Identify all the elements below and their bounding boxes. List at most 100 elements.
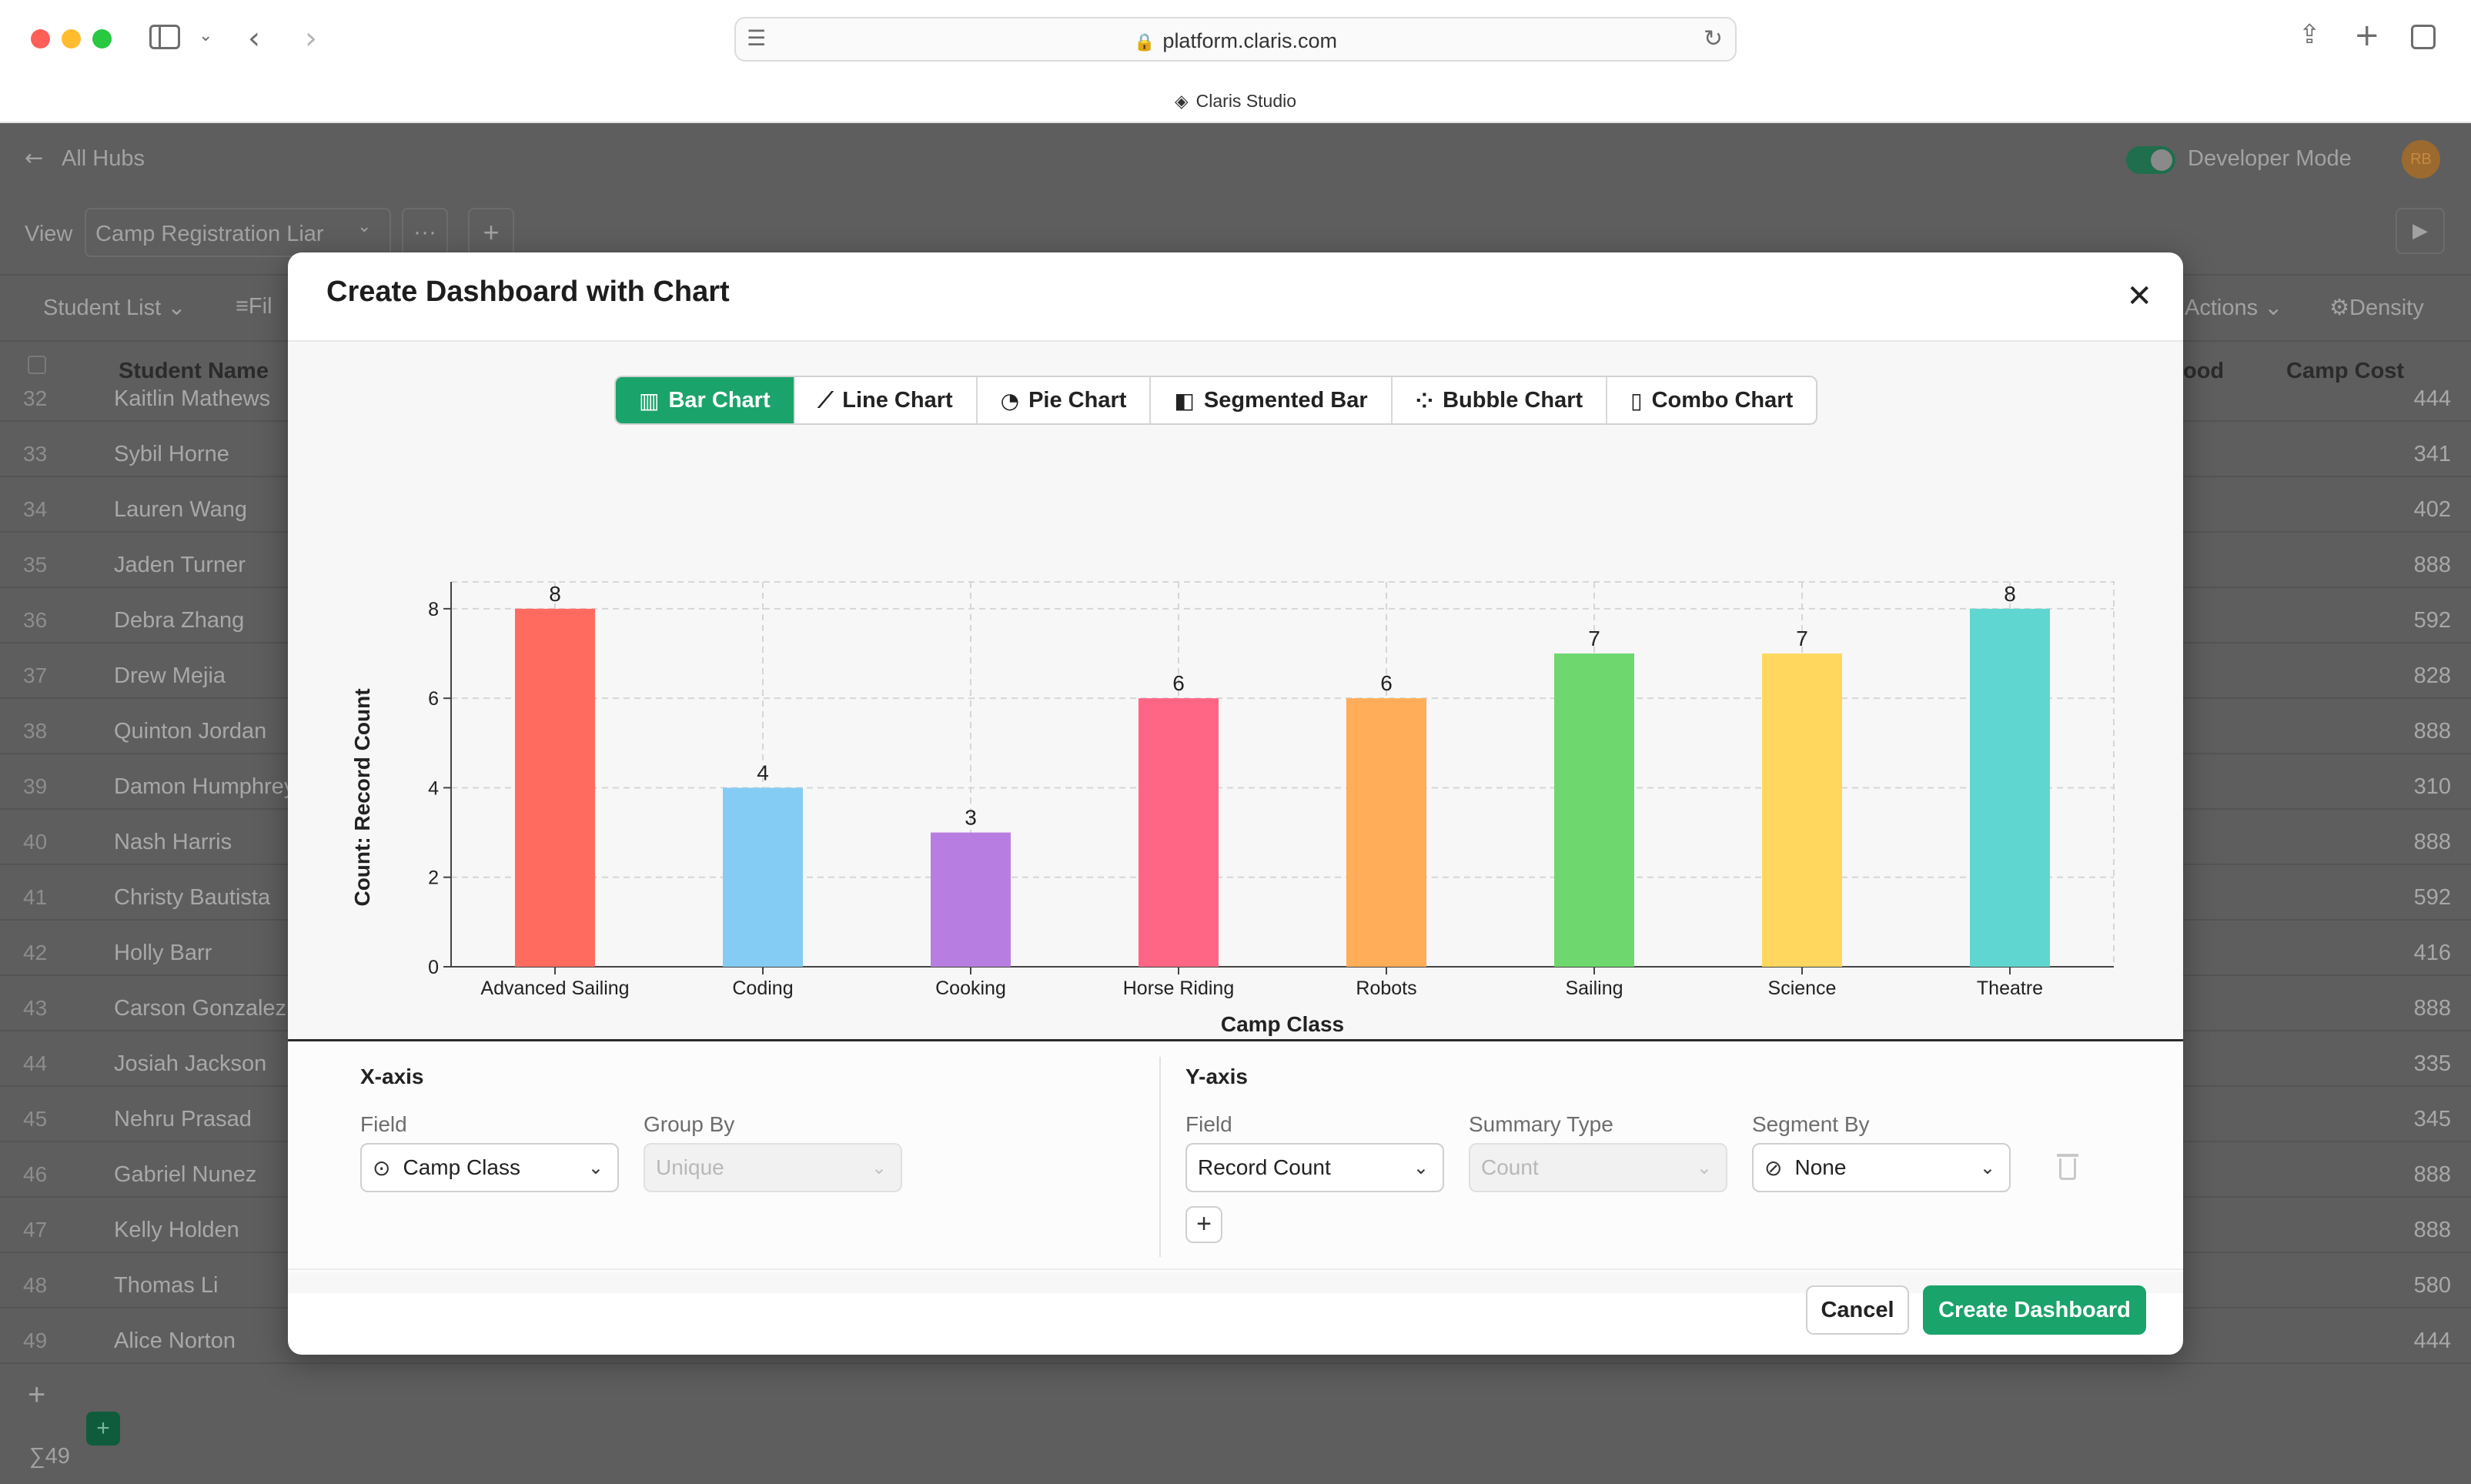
camp-cost-cell[interactable]: 828 xyxy=(2413,663,2451,688)
camp-cost-cell[interactable]: 888 xyxy=(2413,996,2451,1021)
trash-icon[interactable] xyxy=(2057,1152,2078,1180)
actions-button[interactable]: Actions ⌄ xyxy=(2185,296,2283,320)
x-tick-label: Theatre xyxy=(1977,978,2043,999)
all-hubs-link[interactable]: All Hubs xyxy=(62,146,145,171)
forward-icon[interactable]: › xyxy=(305,21,317,56)
student-name-cell[interactable]: Holly Barr xyxy=(114,941,212,965)
more-options-button[interactable]: ··· xyxy=(402,208,448,257)
column-header-food[interactable]: ood xyxy=(2183,359,2225,383)
camp-cost-cell[interactable]: 888 xyxy=(2413,1218,2451,1242)
camp-cost-cell[interactable]: 888 xyxy=(2413,1162,2451,1187)
add-row-button[interactable]: + xyxy=(28,1378,46,1412)
close-icon[interactable]: ✕ xyxy=(2126,279,2152,314)
reader-icon[interactable]: ☰ xyxy=(747,25,767,51)
tab-combo-chart[interactable]: ▯ Combo Chart xyxy=(1607,377,1816,423)
add-view-button[interactable]: + xyxy=(468,208,514,257)
camp-cost-cell[interactable]: 310 xyxy=(2413,774,2451,799)
student-name-cell[interactable]: Nash Harris xyxy=(114,830,232,854)
student-name-cell[interactable]: Alice Norton xyxy=(114,1329,236,1353)
camp-cost-cell[interactable]: 402 xyxy=(2413,497,2451,522)
add-y-field-button[interactable]: + xyxy=(1185,1206,1222,1243)
camp-cost-cell[interactable]: 888 xyxy=(2413,719,2451,744)
row-number: 34 xyxy=(23,497,48,521)
student-name-cell[interactable]: Nehru Prasad xyxy=(114,1107,252,1131)
share-icon[interactable]: ⇪ xyxy=(2299,19,2321,50)
column-header-camp-cost[interactable]: Camp Cost xyxy=(2286,359,2405,383)
reload-icon[interactable]: ↻ xyxy=(1703,25,1723,52)
address-bar[interactable]: ☰ 🔒 platform.claris.com ↻ xyxy=(734,17,1737,62)
chevron-down-icon: ⌄ xyxy=(587,1157,604,1178)
camp-cost-cell[interactable]: 580 xyxy=(2413,1273,2451,1298)
data-label: 4 xyxy=(757,760,769,784)
camp-cost-cell[interactable]: 345 xyxy=(2413,1107,2451,1131)
row-number: 37 xyxy=(23,663,48,687)
x-tick-label: Horse Riding xyxy=(1123,978,1235,999)
student-name-cell[interactable]: Josiah Jackson xyxy=(114,1051,267,1076)
y-tick-label: 0 xyxy=(428,957,439,978)
sidebar-toggle-icon[interactable] xyxy=(149,25,180,49)
new-tab-icon[interactable]: + xyxy=(2354,18,2380,53)
minimize-window-button[interactable] xyxy=(62,29,81,48)
chevron-down-icon[interactable]: ⌄ xyxy=(199,26,213,45)
list-select[interactable]: Student List ⌄ xyxy=(43,296,186,320)
zoom-window-button[interactable] xyxy=(92,29,112,48)
filter-button[interactable]: ≡Fil xyxy=(236,294,273,319)
browser-toolbar: ⌄ ‹ › ☰ 🔒 platform.claris.com ↻ ⇪ + ◈ Clar… xyxy=(0,0,2471,123)
view-select[interactable] xyxy=(85,208,391,257)
student-name-cell[interactable]: Christy Bautista xyxy=(114,885,271,910)
camp-cost-cell[interactable]: 444 xyxy=(2413,1329,2451,1353)
close-window-button[interactable] xyxy=(31,29,50,48)
tab-overview-icon[interactable] xyxy=(2411,25,2436,49)
no-segment-icon: ⊘ xyxy=(1764,1155,1783,1181)
student-name-cell[interactable]: Kaitlin Mathews xyxy=(114,386,271,411)
tab-bubble-chart[interactable]: ⁘ Bubble Chart xyxy=(1393,377,1608,423)
cancel-button[interactable]: Cancel xyxy=(1806,1285,1909,1335)
camp-cost-cell[interactable]: 888 xyxy=(2413,830,2451,854)
camp-cost-cell[interactable]: 416 xyxy=(2413,941,2451,965)
student-name-cell[interactable]: Quinton Jordan xyxy=(114,719,267,744)
developer-mode-toggle[interactable] xyxy=(2126,146,2175,174)
camp-cost-cell[interactable]: 444 xyxy=(2413,386,2451,411)
student-name-cell[interactable]: Lauren Wang xyxy=(114,497,248,522)
row-number: 42 xyxy=(23,941,48,964)
student-name-cell[interactable]: Sybil Horne xyxy=(114,442,229,466)
data-label: 8 xyxy=(549,582,561,606)
back-arrow-icon[interactable]: ← xyxy=(25,145,44,171)
create-dashboard-button[interactable]: Create Dashboard xyxy=(1923,1285,2146,1335)
select-all-checkbox[interactable] xyxy=(28,356,46,374)
camp-cost-cell[interactable]: 592 xyxy=(2413,885,2451,910)
student-name-cell[interactable]: Thomas Li xyxy=(114,1273,219,1298)
tab-title[interactable]: ◈ Claris Studio xyxy=(1174,91,1297,112)
pie-chart-icon: ◔ xyxy=(1000,387,1020,413)
student-name-cell[interactable]: Drew Mejia xyxy=(114,663,226,688)
camp-cost-cell[interactable]: 888 xyxy=(2413,553,2451,577)
camp-cost-cell[interactable]: 592 xyxy=(2413,608,2451,633)
camp-cost-cell[interactable]: 341 xyxy=(2413,442,2451,466)
row-number: 38 xyxy=(23,719,48,743)
student-name-cell[interactable]: Kelly Holden xyxy=(114,1218,239,1242)
tab-pie-chart[interactable]: ◔ Pie Chart xyxy=(978,377,1152,423)
student-name-cell[interactable]: Debra Zhang xyxy=(114,608,245,633)
student-name-cell[interactable]: Carson Gonzalez xyxy=(114,996,287,1021)
camp-cost-cell[interactable]: 335 xyxy=(2413,1051,2451,1076)
preview-button[interactable]: ▶ xyxy=(2396,208,2445,254)
y-field-select[interactable]: Record Count ⌄ xyxy=(1185,1143,1444,1192)
tab-segmented-bar[interactable]: ◧ Segmented Bar xyxy=(1151,377,1393,423)
lock-icon: 🔒 xyxy=(1134,33,1155,52)
bar xyxy=(515,608,595,967)
bar xyxy=(1762,653,1842,967)
add-record-button[interactable]: + xyxy=(86,1412,120,1446)
tab-bar-chart[interactable]: ▥ Bar Chart xyxy=(616,377,795,423)
x-field-select[interactable]: ⊙ Camp Class ⌄ xyxy=(360,1143,619,1192)
student-name-cell[interactable]: Damon Humphrey xyxy=(114,774,296,799)
segment-by-select[interactable]: ⊘ None ⌄ xyxy=(1752,1143,2011,1192)
group-by-select: Unique ⌄ xyxy=(644,1143,902,1192)
student-name-cell[interactable]: Gabriel Nunez xyxy=(114,1162,257,1187)
student-name-cell[interactable]: Jaden Turner xyxy=(114,553,246,577)
density-button[interactable]: ⚙Density xyxy=(2329,294,2424,320)
column-header-student-name[interactable]: Student Name xyxy=(119,359,269,383)
avatar[interactable]: RB xyxy=(2402,140,2440,179)
back-icon[interactable]: ‹ xyxy=(248,21,260,56)
tab-line-chart[interactable]: ⟋ Line Chart xyxy=(795,377,978,423)
x-tick-label: Robots xyxy=(1356,978,1416,999)
